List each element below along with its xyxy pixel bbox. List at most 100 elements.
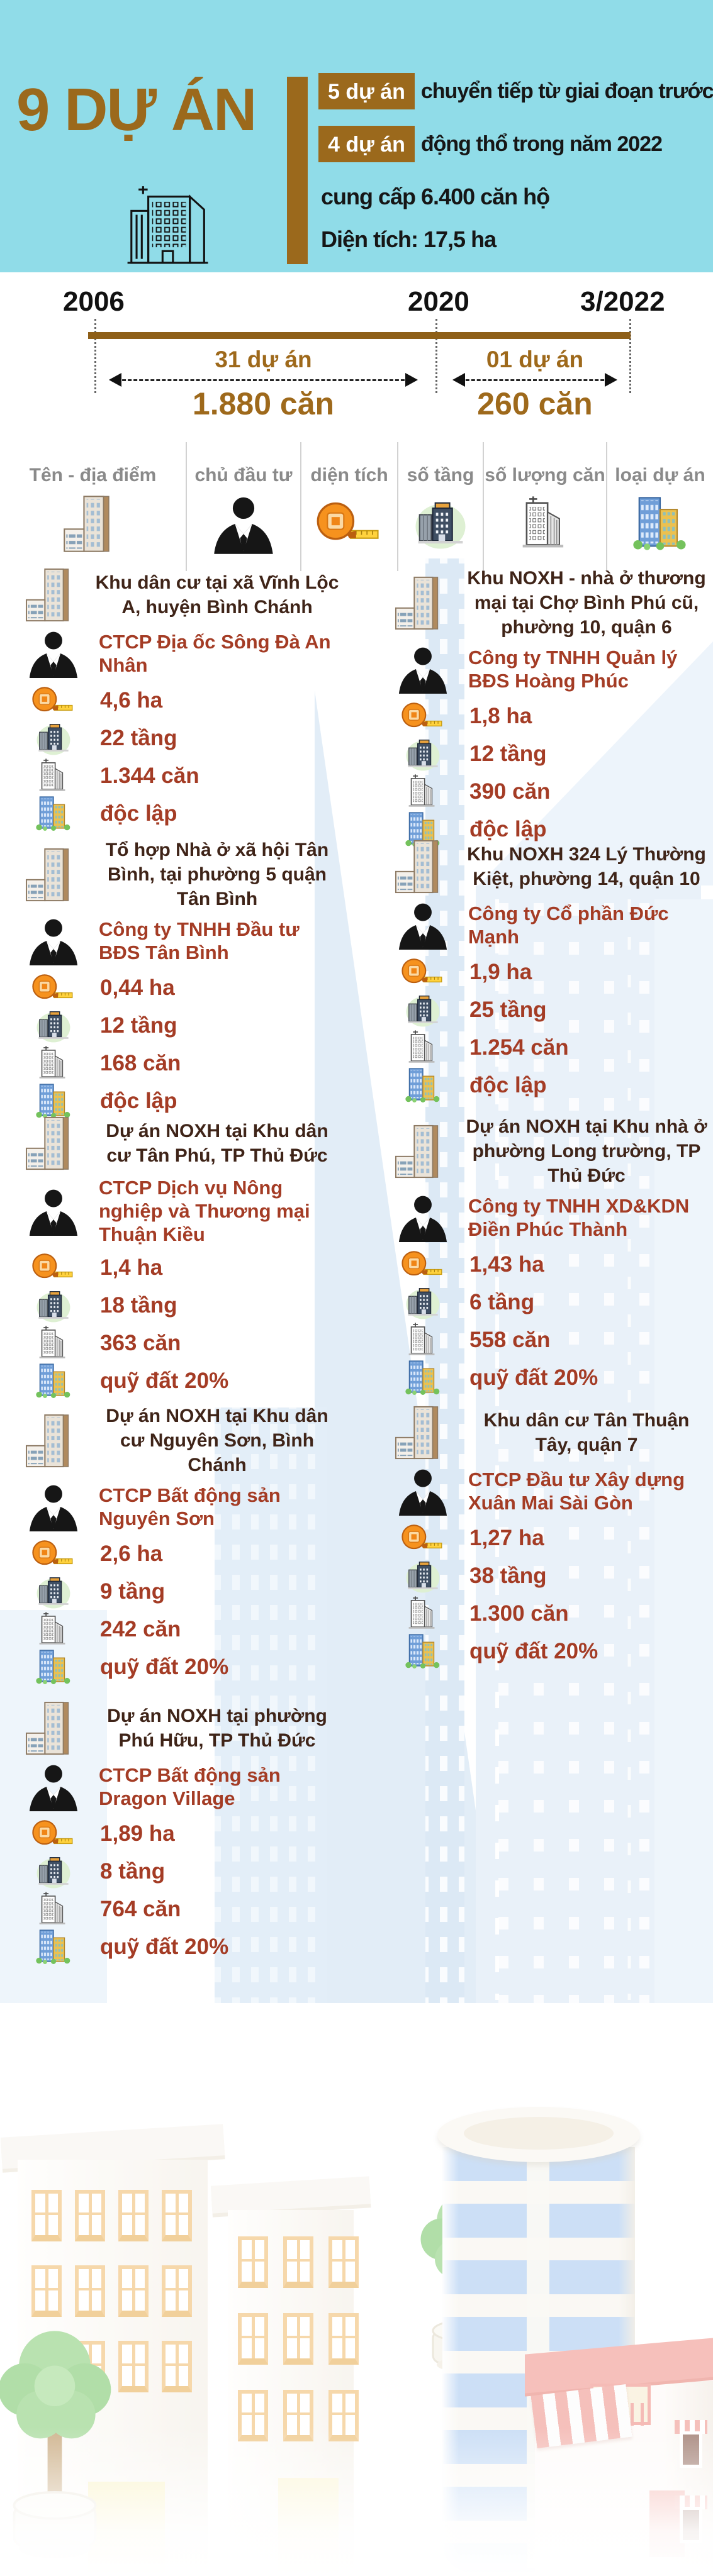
tape-measure-icon [385,1249,461,1281]
project-investor: CTCP Đầu tư Xây dựng Xuân Mai Sài Gòn [468,1468,685,1514]
project-units: 1.344 căn [100,763,199,788]
segment-projects: 31 dự án [215,347,312,372]
page-title: 9 DỰ ÁN [16,76,257,143]
segment-units: 260 căn [477,386,593,421]
legend-row: Tên - địa điểm chủ đầu tư diện tích số t… [0,442,713,571]
header: 9 DỰ ÁN 5 dự án chuyển tiếp từ giai đoạn… [0,0,713,272]
project-area: 1,43 ha [469,1252,544,1277]
summary-line-2: 4 dự án động thổ trong năm 2022 [318,126,663,162]
units-icon [16,757,91,796]
double-arrow-icon [452,373,617,387]
project-type-icon [16,1362,91,1401]
project-floors: 6 tầng [469,1290,535,1314]
project-name-row: Khu NOXH - nhà ở thương mại tại Chợ Bình… [385,566,712,640]
badge-5-projects: 5 dự án [318,73,415,109]
units-icon [16,1324,91,1363]
illustration-window [238,2236,268,2288]
project-floors-row: 8 tầng [16,1853,343,1890]
project-floors: 12 tầng [100,1013,177,1038]
tape-measure-icon [385,1523,461,1555]
summary-line-1: 5 dự án chuyển tiếp từ giai đoạn trước [318,73,713,109]
project-investor-row: CTCP Địa ốc Sông Đà An Nhân [16,628,343,679]
project-type-row: quỹ đất 20% [385,1633,712,1670]
floors-icon [385,1282,461,1323]
tape-measure-icon [16,1818,91,1850]
investor-icon [16,1762,91,1811]
tape-measure-icon [16,1252,91,1284]
project-name: Khu NOXH - nhà ở thương mại tại Chợ Bình… [467,568,706,638]
project-investor: CTCP Địa ốc Sông Đà An Nhân [99,630,331,676]
project-card: Tổ hợp Nhà ở xã hội Tân Bình, tại phường… [16,838,343,1120]
project-area: 0,44 ha [100,975,175,1000]
project-type: độc lập [100,1089,177,1113]
project-area: 2,6 ha [100,1541,163,1566]
units-icon [16,1890,91,1929]
legend-label: Tên - địa điểm [29,465,157,486]
project-type: quỹ đất 20% [469,1365,598,1390]
illustration-window [75,2190,105,2241]
floors-icon [16,1285,91,1326]
project-type-icon [385,1066,461,1105]
timeline: 2006 2020 3/2022 31 dự án 1.880 căn 01 d… [0,272,713,442]
units-icon [385,1321,461,1360]
project-type: quỹ đất 20% [100,1368,229,1393]
badge-4-projects: 4 dự án [318,126,415,162]
timeline-segment-1: 31 dự án 1.880 căn [102,272,425,442]
project-name: Dự án NOXH tại Khu dân cư Tân Phú, TP Th… [106,1121,328,1166]
project-name-row: Dự án NOXH tại phường Phú Hữu, TP Thủ Đứ… [16,1699,343,1757]
building-location-icon [385,1404,461,1461]
investor-icon [16,1187,91,1236]
floors-icon [16,1852,91,1892]
project-floors: 9 tầng [100,1579,166,1604]
project-floors-row: 38 tầng [385,1557,712,1595]
header-divider-bar [287,77,308,264]
illustration-window [31,2190,62,2241]
project-area: 1,89 ha [100,1821,175,1846]
project-type-row: độc lập [385,1067,712,1104]
project-type-icon [16,794,91,833]
summary-units: cung cấp 6.400 căn hộ [321,184,550,209]
illustration-window [118,2265,149,2317]
project-investor: Công ty Cổ phần Đức Mạnh [468,902,669,948]
project-investor: Công ty TNHH XD&KDN Điền Phúc Thành [468,1194,690,1240]
project-units-row: 242 căn [16,1611,343,1648]
project-card: Khu NOXH 324 Lý Thường Kiệt, phường 14, … [385,838,712,1104]
project-investor-row: CTCP Dịch vụ Nông nghiệp và Thương mại T… [16,1176,343,1246]
legend-column: Tên - địa điểm [0,442,186,571]
timeline-bar [88,332,631,339]
legend-column: chủ đầu tư [186,442,300,571]
project-floors: 12 tầng [469,741,547,766]
project-investor-row: Công ty TNHH Đầu tư BĐS Tân Bình [16,915,343,967]
illustration-house [525,2337,713,2576]
project-name: Khu dân cư Tân Thuận Tây, quận 7 [483,1410,690,1455]
illustration-window [238,2313,268,2365]
investor-icon [385,645,461,694]
project-area: 4,6 ha [100,688,163,713]
illustration-window [328,2390,359,2441]
units-icon [385,1028,461,1067]
legend-label: số lượng căn [485,465,605,486]
project-floors-row: 25 tầng [385,991,712,1029]
project-type-row: độc lập [385,811,712,848]
project-units: 1.254 căn [469,1035,569,1060]
project-investor: CTCP Dịch vụ Nông nghiệp và Thương mại T… [99,1177,310,1246]
project-type: quỹ đất 20% [100,1655,229,1679]
project-investor: CTCP Bất động sản Nguyên Sơn [99,1484,281,1530]
illustration-window [283,2236,313,2288]
project-name: Dự án NOXH tại Khu nhà ở phường Long trư… [466,1116,707,1186]
project-name-row: Tổ hợp Nhà ở xã hội Tân Bình, tại phường… [16,838,343,911]
project-units-row: 1.300 căn [385,1595,712,1633]
legend-label: loại dự án [615,465,705,486]
floors-icon [385,990,461,1030]
floors-icon [385,734,461,774]
city-illustration [0,2000,713,2576]
project-card: Dự án NOXH tại Khu nhà ở phường Long trư… [385,1114,712,1397]
project-card: Dự án NOXH tại phường Phú Hữu, TP Thủ Đứ… [16,1699,343,1966]
timeline-year-end: 3/2022 [580,286,665,317]
building-location-icon [385,838,461,895]
project-units-row: 168 căn [16,1045,343,1082]
illustration-window [162,2265,192,2317]
units-icon [16,1044,91,1083]
project-floors-row: 18 tầng [16,1287,343,1324]
timeline-year-start: 2006 [63,286,125,317]
